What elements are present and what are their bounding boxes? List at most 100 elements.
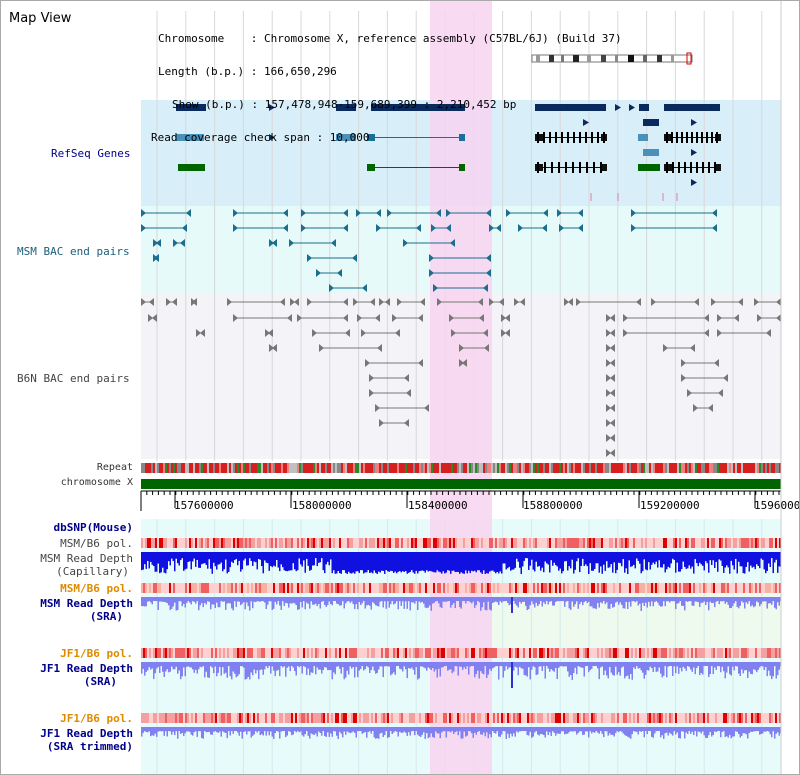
repeat-mark [371, 463, 373, 473]
polymorphism-mark [477, 538, 479, 548]
polymorphism-mark [505, 538, 507, 548]
track-label-msm-b6-pol-1[interactable]: MSM/B6 pol. [60, 537, 133, 550]
track-label-b6n-bac[interactable]: B6N BAC end pairs [17, 372, 130, 385]
depth-bar [283, 662, 285, 667]
depth-bar [375, 552, 377, 573]
depth-bar [244, 727, 246, 732]
depth-bar [189, 552, 191, 562]
depth-bar [415, 662, 417, 668]
depth-bar [670, 662, 672, 667]
polymorphism-mark [647, 538, 649, 548]
track-label-msm-depth-capillary[interactable]: MSM Read Depth (Capillary) [40, 552, 133, 578]
depth-bar [765, 552, 767, 574]
polymorphism-mark [363, 583, 365, 593]
polymorphism-mark [731, 583, 733, 593]
depth-bar [495, 597, 497, 602]
polymorphism-mark [223, 583, 225, 593]
repeat-mark [495, 463, 497, 473]
polymorphism-mark [321, 648, 323, 658]
depth-bar [645, 662, 647, 675]
depth-bar [609, 662, 611, 668]
gene-exon [591, 132, 593, 143]
depth-bar [504, 552, 506, 564]
depth-bar [223, 727, 225, 733]
depth-bar [646, 727, 648, 735]
polymorphism-mark [263, 648, 265, 658]
polymorphism-mark [275, 538, 277, 548]
track-label-msm-b6-pol-2[interactable]: MSM/B6 pol. [60, 582, 133, 595]
track-label-msm-bac[interactable]: MSM BAC end pairs [17, 245, 130, 258]
track-label-jf1-b6-pol-2[interactable]: JF1/B6 pol. [60, 712, 133, 725]
bac-end [387, 209, 392, 217]
depth-bar [382, 727, 384, 738]
depth-bar [220, 727, 222, 737]
polymorphism-mark [211, 538, 213, 548]
depth-bar [286, 662, 288, 668]
repeat-mark [565, 463, 567, 473]
depth-bar [735, 597, 737, 602]
depth-bar [724, 727, 726, 737]
depth-bar [399, 597, 401, 602]
polymorphism-mark [275, 713, 277, 723]
polymorphism-mark [197, 538, 199, 548]
depth-bar [553, 597, 555, 606]
depth-bar [237, 727, 239, 733]
polymorphism-mark [403, 713, 405, 723]
polymorphism-mark [333, 713, 335, 723]
polymorphism-mark [755, 648, 757, 658]
depth-bar [282, 662, 284, 668]
depth-bar [370, 727, 372, 734]
track-label-dbsnp[interactable]: dbSNP(Mouse) [53, 521, 133, 534]
polymorphism-mark [367, 648, 369, 658]
polymorphism-mark [321, 713, 323, 723]
polymorphism-mark [603, 538, 605, 548]
depth-bar [310, 552, 312, 570]
polymorphism-mark [621, 538, 623, 548]
polymorphism-mark [631, 538, 633, 548]
track-label-jf1-b6-pol-1[interactable]: JF1/B6 pol. [60, 647, 133, 660]
polymorphism-mark [313, 583, 315, 593]
polymorphism-mark [343, 538, 345, 548]
bac-end [269, 344, 274, 352]
depth-bar [180, 597, 182, 602]
polymorphism-mark [339, 713, 341, 723]
depth-bar [640, 597, 642, 611]
track-label-msm-depth-sra[interactable]: MSM Read Depth (SRA) [40, 597, 133, 623]
repeat-mark [645, 463, 647, 473]
repeat-mark [315, 463, 317, 473]
bac-end [623, 314, 628, 322]
depth-bar [460, 727, 462, 739]
depth-bar [670, 727, 672, 735]
depth-bar [525, 597, 527, 606]
depth-bar [702, 662, 704, 675]
depth-bar [213, 597, 215, 605]
depth-bar [321, 662, 323, 674]
repeat-mark [241, 463, 243, 473]
polymorphism-mark [303, 583, 305, 593]
repeat-mark [197, 463, 199, 473]
depth-bar [483, 552, 485, 571]
polymorphism-mark [303, 713, 305, 723]
polymorphism-mark [329, 648, 331, 658]
polymorphism-mark [737, 713, 739, 723]
polymorphism-mark [691, 648, 693, 658]
polymorphism-mark [507, 713, 509, 723]
depth-bar [420, 597, 422, 603]
polymorphism-mark [395, 713, 397, 723]
polymorphism-mark [249, 713, 251, 723]
depth-bar [606, 552, 608, 562]
depth-bar [715, 662, 717, 670]
polymorphism-mark [269, 583, 271, 593]
gene-exon [696, 162, 698, 173]
depth-bar [612, 552, 614, 573]
polymorphism-mark [301, 648, 303, 658]
repeat-mark [195, 463, 197, 473]
track-label-refseq[interactable]: RefSeq Genes [51, 147, 131, 160]
depth-bar [477, 597, 479, 602]
track-label-jf1-depth-sra[interactable]: JF1 Read Depth (SRA) [40, 662, 133, 688]
track-label-jf1-depth-trimmed[interactable]: JF1 Read Depth (SRA trimmed) [40, 727, 133, 753]
polymorphism-mark [597, 583, 599, 593]
depth-bar [141, 552, 143, 571]
depth-bar [378, 727, 380, 739]
